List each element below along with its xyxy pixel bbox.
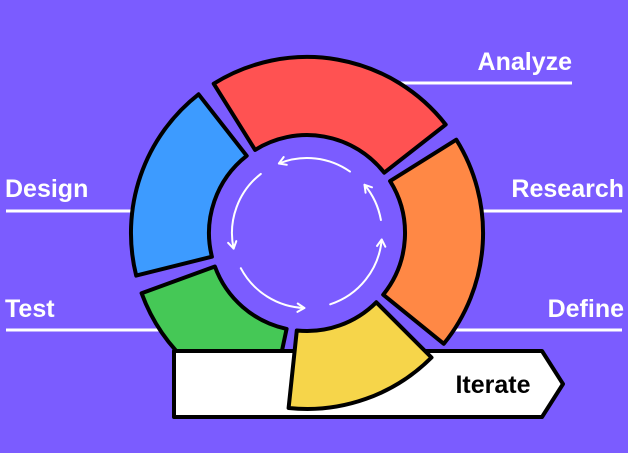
research-label: Research (511, 175, 624, 203)
design-label: Design (5, 175, 89, 203)
iterate-label: Iterate (455, 371, 530, 399)
define-segment (286, 300, 434, 411)
test-label: Test (5, 295, 55, 323)
cycle-arrow-head-icon (363, 183, 373, 194)
design-segment (128, 92, 249, 278)
cycle-arrow-head-icon (376, 238, 387, 248)
cycle-arrow-arc (239, 267, 306, 309)
analyze-label: Analyze (477, 48, 572, 76)
cycle-arrows (227, 156, 387, 313)
cycle-arrow-arc (277, 157, 351, 173)
cycle-arrow-arc (363, 183, 382, 221)
research-segment (381, 137, 486, 346)
analyze-segment (211, 54, 448, 175)
cycle-arrow-arc (230, 172, 262, 250)
cycle-arrow-head-icon (296, 302, 306, 313)
cycle-arrow-head-icon (227, 240, 238, 250)
define-label: Define (547, 295, 624, 323)
cycle-arrow-arc (329, 238, 383, 306)
cycle-arrow-head-icon (277, 156, 288, 166)
